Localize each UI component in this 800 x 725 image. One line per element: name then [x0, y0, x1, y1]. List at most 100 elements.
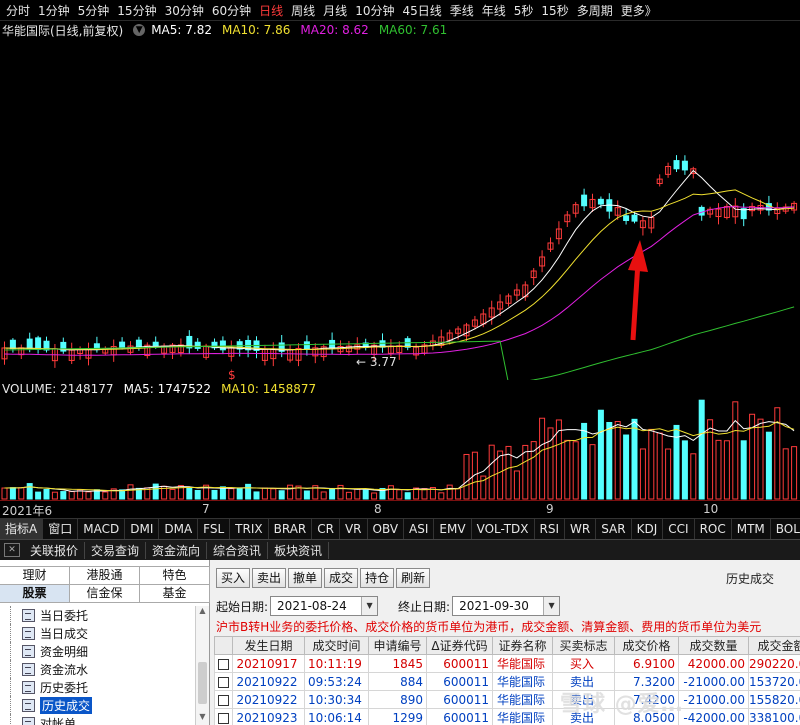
indicator-tab[interactable]: RSI: [535, 518, 566, 540]
indicator-tab[interactable]: WR: [565, 518, 597, 540]
period-tab[interactable]: 30分钟: [164, 3, 204, 18]
indicator-tab[interactable]: 指标A: [0, 518, 44, 540]
period-tab[interactable]: 周线: [291, 3, 316, 18]
indicator-tab[interactable]: EMV: [434, 518, 472, 540]
indicator-tab[interactable]: DMI: [125, 518, 160, 540]
chevron-down-icon[interactable]: ▼: [133, 24, 146, 36]
module-tab[interactable]: 关联报价: [24, 541, 86, 559]
refresh-button[interactable]: 刷新: [396, 568, 431, 588]
period-tab[interactable]: 15分钟: [117, 3, 157, 18]
period-tab[interactable]: 5分钟: [77, 3, 110, 18]
indicator-tab[interactable]: FSL: [198, 518, 231, 540]
row-checkbox[interactable]: [214, 690, 233, 709]
indicator-tab[interactable]: OBV: [368, 518, 405, 540]
module-tab[interactable]: 综合资讯: [207, 541, 269, 559]
row-checkbox[interactable]: [214, 672, 233, 691]
candlestick-chart[interactable]: ← 3.77 $: [0, 40, 800, 380]
tree-item[interactable]: 历史委托: [0, 678, 196, 696]
period-tab[interactable]: 60分钟: [211, 3, 252, 18]
tree-item[interactable]: 当日委托: [0, 606, 196, 624]
table-row[interactable]: 20210922 10:30:34 890 600011 华能国际 卖出 7.4200 -21…: [214, 690, 800, 709]
column-header[interactable]: 成交时间: [304, 636, 369, 655]
sell-button[interactable]: 卖出: [252, 568, 287, 588]
column-header[interactable]: Δ证券代码: [426, 636, 493, 655]
period-tab[interactable]: 10分钟: [355, 3, 395, 18]
checkbox-box[interactable]: [218, 694, 229, 706]
positions-button[interactable]: 持仓: [360, 568, 395, 588]
module-tab[interactable]: 资金流向: [146, 541, 208, 559]
period-tab[interactable]: 1分钟: [38, 3, 70, 18]
column-header[interactable]: 成交金额: [748, 636, 800, 655]
period-tab[interactable]: 45日线: [402, 3, 442, 18]
candle-body: [219, 340, 226, 351]
column-header[interactable]: 发生日期: [232, 636, 305, 655]
row-checkbox[interactable]: [214, 654, 233, 673]
column-header[interactable]: 买卖标志: [552, 636, 615, 655]
tree-item[interactable]: 历史成交: [0, 696, 196, 714]
indicator-tab[interactable]: ASI: [404, 518, 435, 540]
buy-button[interactable]: 买入: [216, 568, 251, 588]
indicator-tab[interactable]: TRIX: [230, 518, 269, 540]
indicator-tab[interactable]: DMA: [159, 518, 199, 540]
start-date-picker[interactable]: 2021-08-24 ▼: [270, 596, 379, 616]
period-tab[interactable]: 季线: [449, 3, 474, 18]
indicator-tab[interactable]: VOL-TDX: [472, 518, 535, 540]
indicator-tab[interactable]: MACD: [78, 518, 126, 540]
annotation-arrowhead: [628, 240, 648, 272]
table-row[interactable]: 20210922 09:53:24 884 600011 华能国际 卖出 7.3200 -21…: [214, 672, 800, 691]
category-tab[interactable]: 股票: [0, 584, 70, 603]
column-header[interactable]: 成交数量: [678, 636, 749, 655]
checkbox-box[interactable]: [218, 658, 229, 670]
table-cell: 153720.00: [748, 672, 800, 691]
period-tab[interactable]: 5秒: [513, 3, 534, 18]
column-header[interactable]: 申请编号: [368, 636, 427, 655]
checkbox-box[interactable]: [218, 676, 229, 688]
indicator-tab[interactable]: CCI: [663, 518, 695, 540]
indicator-tab[interactable]: MTM: [732, 518, 771, 540]
indicator-tab[interactable]: 窗口: [43, 518, 79, 540]
volume-chart[interactable]: [0, 398, 800, 500]
period-tab[interactable]: 多周期: [576, 3, 613, 18]
scroll-up-icon[interactable]: ▲: [199, 606, 206, 615]
scrollbar-thumb[interactable]: [198, 662, 207, 704]
close-icon[interactable]: ✕: [4, 543, 20, 557]
scroll-down-icon[interactable]: ▼: [199, 712, 206, 721]
tree-item[interactable]: 对帐单: [0, 714, 196, 725]
period-tab[interactable]: 15秒: [541, 3, 569, 18]
module-tab[interactable]: 交易查询: [85, 541, 147, 559]
category-tab[interactable]: 理财: [0, 566, 70, 585]
indicator-tab[interactable]: BRAR: [269, 518, 313, 540]
period-tab[interactable]: 分时: [6, 3, 31, 18]
checkbox-box[interactable]: [218, 712, 229, 724]
column-header[interactable]: 证券名称: [492, 636, 553, 655]
row-checkbox[interactable]: [214, 708, 233, 725]
indicator-tab[interactable]: VR: [340, 518, 368, 540]
category-tab[interactable]: 特色: [139, 566, 210, 585]
period-tab[interactable]: 月线: [323, 3, 348, 18]
indicator-tab[interactable]: BOLL: [771, 519, 800, 540]
indicator-tab[interactable]: ROC: [695, 518, 732, 540]
cancel-order-button[interactable]: 撤单: [288, 568, 323, 588]
table-row[interactable]: 20210923 10:06:14 1299 600011 华能国际 卖出 8.0500 -4…: [214, 708, 800, 725]
category-tab[interactable]: 信金保: [69, 584, 140, 603]
period-tab[interactable]: 更多》: [620, 3, 657, 18]
period-tab[interactable]: 年线: [481, 3, 506, 18]
chevron-down-icon[interactable]: ▼: [543, 597, 560, 615]
tree-item[interactable]: 当日成交: [0, 624, 196, 642]
end-date-picker[interactable]: 2021-09-30 ▼: [452, 596, 561, 616]
tree-item[interactable]: 资金流水: [0, 660, 196, 678]
trades-button[interactable]: 成交: [324, 568, 359, 588]
tree-item[interactable]: 资金明细: [0, 642, 196, 660]
module-tab[interactable]: 板块资讯: [268, 541, 330, 559]
period-tab[interactable]: 日线: [259, 3, 284, 18]
column-header[interactable]: 成交价格: [614, 636, 679, 655]
category-tab[interactable]: 基金: [139, 584, 210, 603]
nav-scrollbar[interactable]: ▲ ▼: [195, 606, 209, 725]
chevron-down-icon[interactable]: ▼: [361, 597, 378, 615]
select-column-header[interactable]: [214, 636, 233, 655]
indicator-tab[interactable]: SAR: [596, 518, 632, 540]
category-tab[interactable]: 港股通: [69, 566, 140, 585]
table-row[interactable]: 20210917 10:11:19 1845 600011 华能国际 买入 6.9100 42…: [214, 654, 800, 673]
indicator-tab[interactable]: KDJ: [632, 518, 664, 540]
indicator-tab[interactable]: CR: [312, 518, 340, 540]
